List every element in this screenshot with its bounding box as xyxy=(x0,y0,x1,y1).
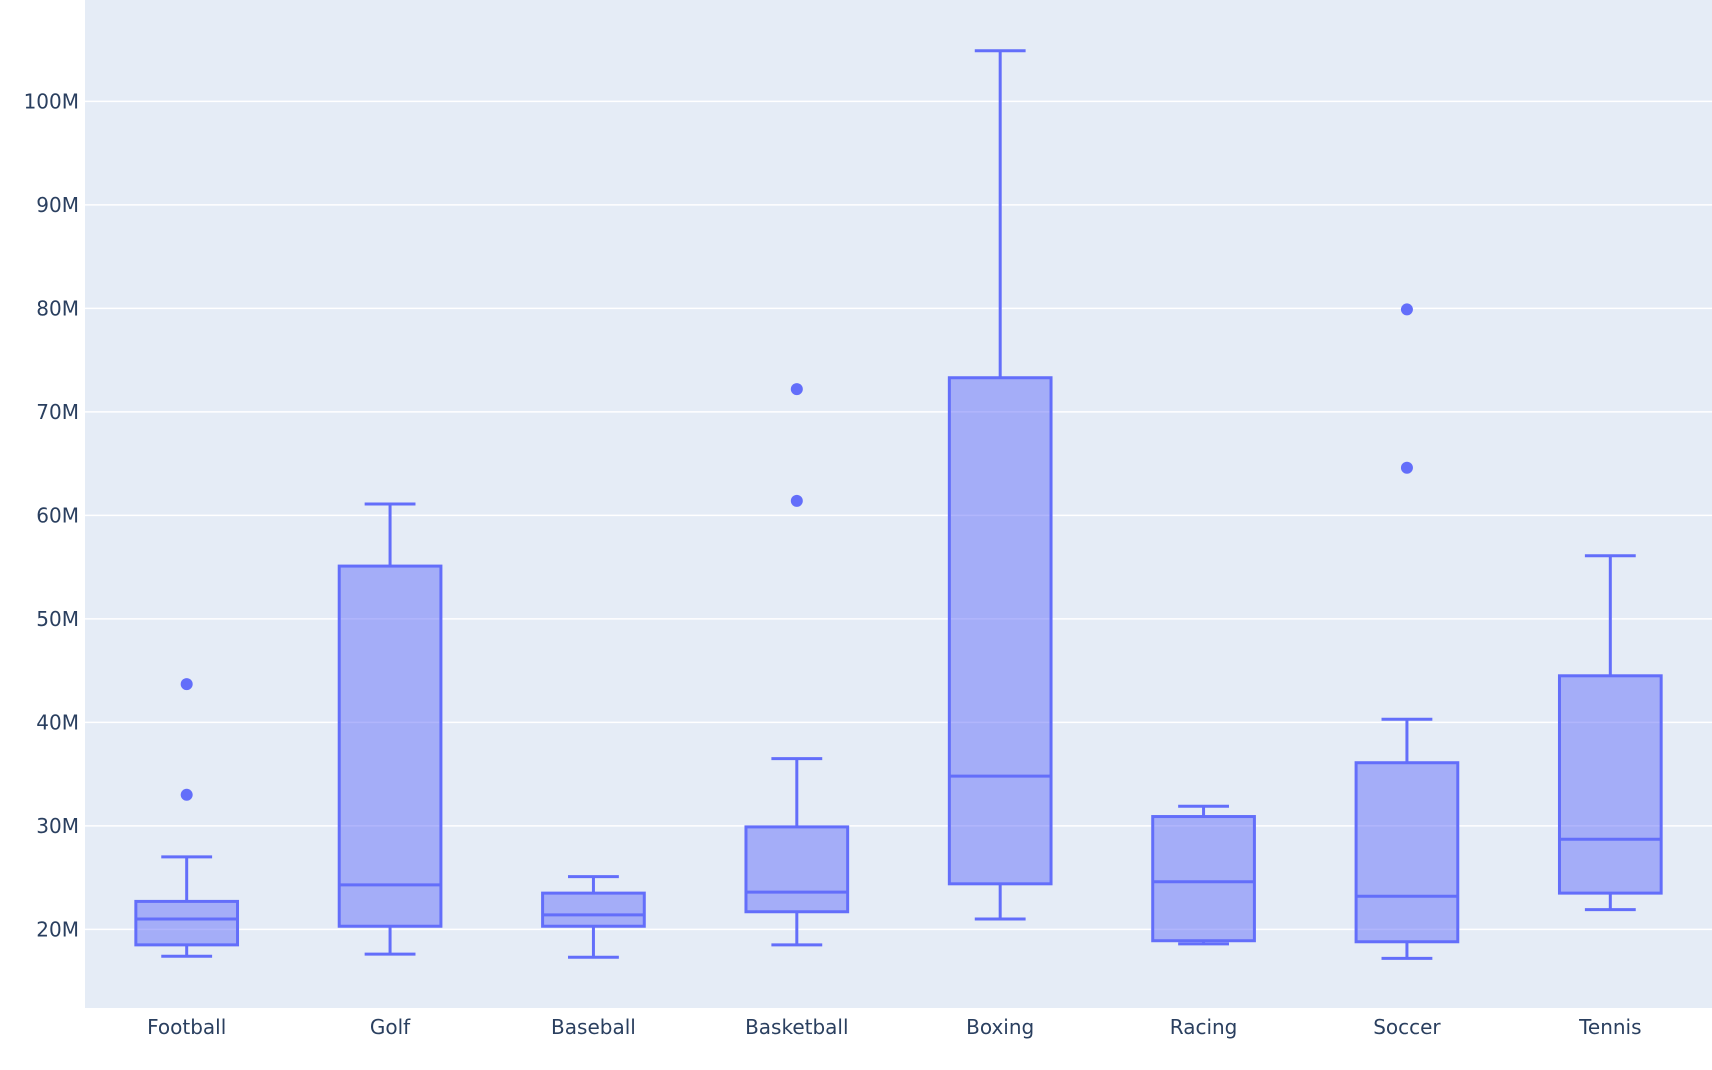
y-tick-label: 70M xyxy=(36,400,79,424)
outlier-point xyxy=(180,678,193,691)
x-tick-label: Golf xyxy=(370,1015,411,1039)
box-iqr xyxy=(337,564,443,928)
y-tick-label: 60M xyxy=(36,503,79,527)
box-iqr xyxy=(134,899,240,947)
x-tick-label: Basketball xyxy=(745,1015,848,1039)
x-tick-label: Football xyxy=(147,1015,226,1039)
y-tick-label: 100M xyxy=(24,89,79,113)
box-boxing xyxy=(947,49,1053,921)
box-iqr xyxy=(744,825,850,914)
box-tennis xyxy=(1557,554,1663,912)
box-iqr xyxy=(1354,761,1460,944)
box-football xyxy=(134,678,240,958)
outlier-point xyxy=(180,788,193,801)
x-tick-label: Boxing xyxy=(966,1015,1034,1039)
y-tick-label: 40M xyxy=(36,710,79,734)
box-golf xyxy=(337,502,443,956)
box-iqr xyxy=(1557,674,1663,895)
box-iqr xyxy=(947,376,1053,886)
y-tick-label: 20M xyxy=(36,917,79,941)
boxes xyxy=(134,49,1663,960)
plot-area xyxy=(85,0,1712,1008)
box-iqr xyxy=(541,891,646,928)
outlier-point xyxy=(1400,461,1413,474)
y-tick-label: 30M xyxy=(36,814,79,838)
box-racing xyxy=(1151,804,1256,946)
y-tick-label: 90M xyxy=(36,193,79,217)
box-baseball xyxy=(541,875,646,959)
box-iqr xyxy=(1151,815,1256,943)
y-axis-ticks: 20M 30M 40M 50M 60M 70M 80M 90M 100M xyxy=(24,89,79,941)
box-soccer xyxy=(1354,303,1460,960)
box-basketball xyxy=(744,383,850,947)
outlier-point xyxy=(1400,303,1413,316)
x-tick-label: Baseball xyxy=(551,1015,636,1039)
outlier-point xyxy=(790,383,803,396)
x-axis-ticks: Football Golf Baseball Basketball Boxing Raci… xyxy=(147,1015,1641,1039)
y-tick-label: 50M xyxy=(36,607,79,631)
y-tick-label: 80M xyxy=(36,296,79,320)
x-tick-label: Racing xyxy=(1170,1015,1238,1039)
x-tick-label: Soccer xyxy=(1373,1015,1441,1039)
x-tick-label: Tennis xyxy=(1578,1015,1641,1039)
outlier-point xyxy=(790,494,803,507)
